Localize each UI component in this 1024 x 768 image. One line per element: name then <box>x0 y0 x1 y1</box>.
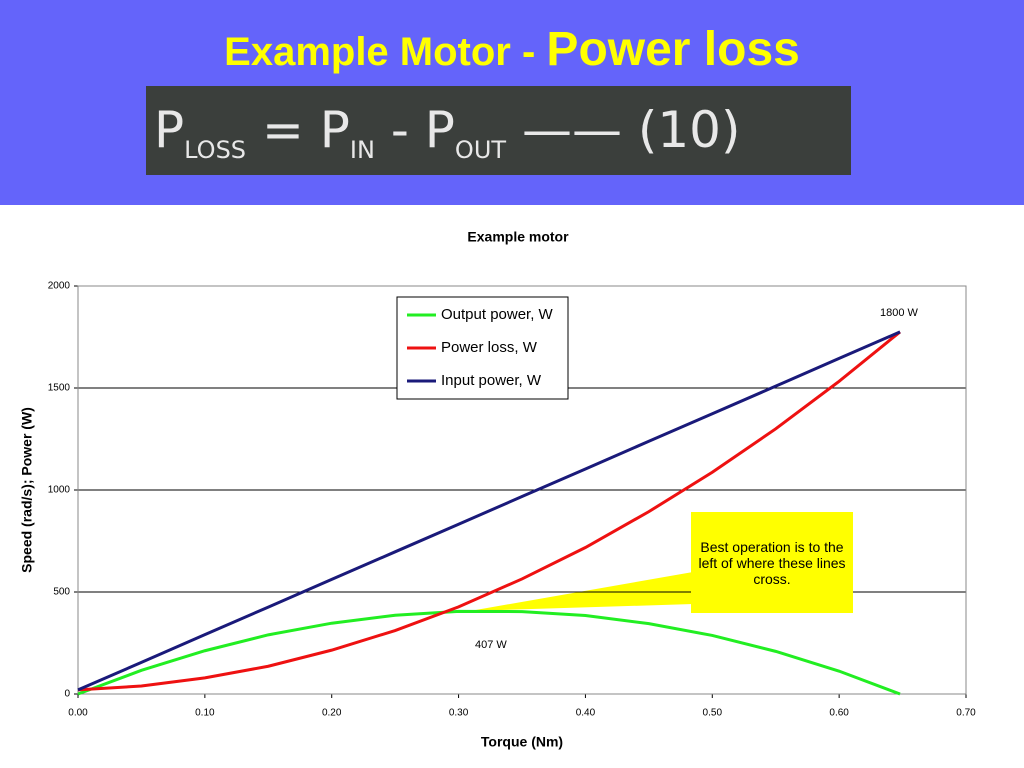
y-tick-label: 1500 <box>48 383 71 394</box>
equation-subscript: IN <box>349 136 375 164</box>
equation-term: P <box>154 101 185 159</box>
x-tick-label: 0.30 <box>449 708 469 719</box>
y-tick-label: 2000 <box>48 281 71 292</box>
series-line <box>77 330 901 692</box>
y-axis-label: Speed (rad/s); Power (W) <box>19 407 35 573</box>
legend-label: Input power, W <box>441 372 542 389</box>
y-tick-label: 500 <box>53 587 70 598</box>
x-tick-label: 0.50 <box>703 708 723 719</box>
y-tick-label: 0 <box>64 689 70 700</box>
callout: Best operation is to the left of where t… <box>691 512 853 613</box>
legend-label: Output power, W <box>441 306 554 323</box>
series-line <box>77 609 901 696</box>
x-axis-label: Torque (Nm) <box>481 734 563 750</box>
x-tick-label: 0.10 <box>195 708 215 719</box>
title-text: Example Motor - <box>224 30 536 74</box>
x-tick-label: 0.00 <box>68 708 88 719</box>
slide-title: Example Motor - Power loss <box>0 22 1024 77</box>
title-emphasis: Power loss <box>546 23 800 76</box>
equation-term: - P <box>390 101 455 159</box>
y-tick-label: 1000 <box>48 485 71 496</box>
annotation: 407 W <box>475 639 507 651</box>
equation-subscript: LOSS <box>184 136 247 164</box>
series-line <box>77 330 901 692</box>
equation-subscript: OUT <box>454 136 507 164</box>
x-tick-label: 0.40 <box>576 708 596 719</box>
plot-frame <box>77 285 967 695</box>
legend-label: Power loss, W <box>441 339 538 356</box>
annotation: 1800 W <box>880 307 919 319</box>
equation-term: = P <box>261 101 350 159</box>
x-tick-label: 0.60 <box>829 708 849 719</box>
equation: PLOSS = PIN - POUT —— (10) <box>146 86 851 175</box>
x-tick-label: 0.20 <box>322 708 342 719</box>
chart-title: Example motor <box>467 229 569 245</box>
equation-term: —— (10) <box>521 101 741 159</box>
x-tick-label: 0.70 <box>956 708 976 719</box>
